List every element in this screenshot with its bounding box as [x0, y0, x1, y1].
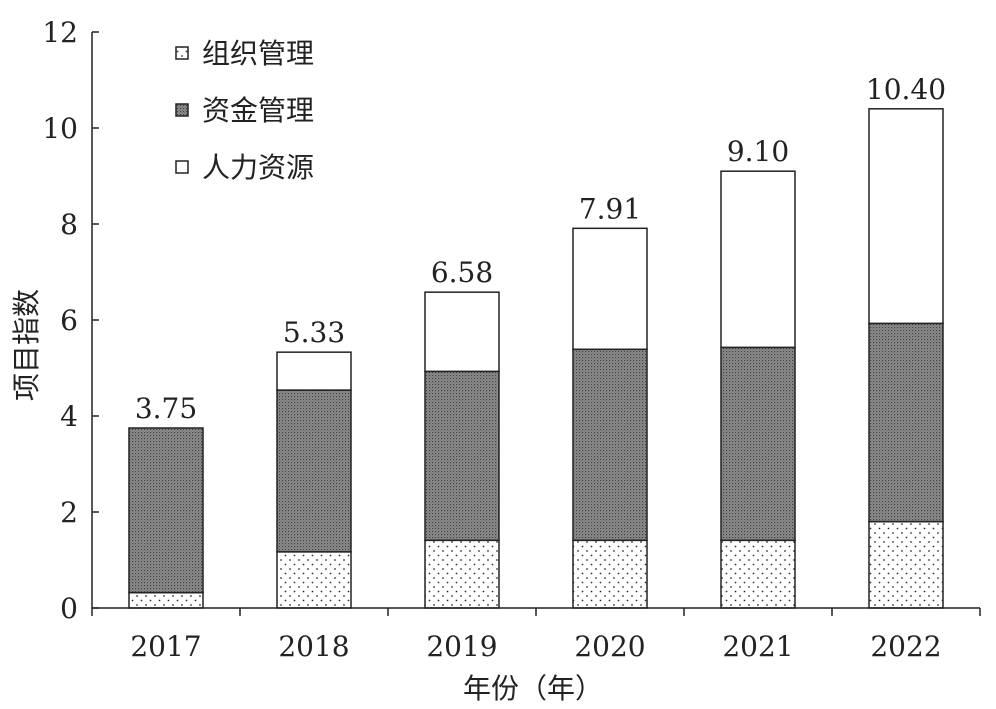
bar-segment-3 [424, 291, 500, 373]
bar-segment-2 [424, 370, 500, 542]
bar-segment-3 [276, 351, 352, 391]
bar-total-label: 9.10 [727, 135, 789, 168]
y-ticks-group: 0 2 4 6 8 10 12 [42, 16, 99, 625]
bar-segment-2 [720, 346, 796, 542]
legend-swatch [175, 160, 189, 174]
x-tick-label: 2019 [426, 630, 497, 663]
bar-segment-1 [424, 539, 500, 609]
legend-label: 人力资源 [202, 151, 314, 184]
y-tick-label: 10 [42, 112, 78, 145]
x-axis-title: 年份（年） [463, 672, 603, 705]
bar-segment-1 [128, 591, 204, 609]
bars-group [128, 108, 944, 609]
y-tick-label: 8 [60, 208, 78, 241]
bar-segment-2 [276, 389, 352, 553]
legend-swatch [175, 46, 189, 60]
bar-total-label: 10.40 [866, 73, 946, 106]
bar-segment-2 [128, 427, 204, 594]
legend-swatch [175, 103, 189, 117]
bar-total-label: 3.75 [135, 392, 197, 425]
x-ticks-group: 2017 2018 2019 2020 2021 2022 [91, 608, 981, 663]
y-tick-label: 12 [42, 16, 78, 49]
bar-total-label: 7.91 [579, 192, 641, 225]
bar-total-label: 6.58 [431, 256, 493, 289]
total-labels-group: 3.75 5.33 6.58 7.91 9.10 10.40 [135, 73, 946, 425]
x-tick-label: 2022 [870, 630, 941, 663]
bar-segment-3 [868, 108, 944, 325]
y-tick-label: 0 [60, 592, 78, 625]
bar-segment-3 [720, 170, 796, 349]
bar-segment-3 [572, 227, 648, 351]
x-tick-label: 2021 [722, 630, 793, 663]
x-tick-label: 2020 [574, 630, 645, 663]
bar-segment-1 [276, 551, 352, 609]
x-tick-label: 2017 [130, 630, 201, 663]
bar-segment-1 [868, 520, 944, 609]
bar-segment-2 [868, 322, 944, 523]
y-tick-label: 4 [60, 400, 78, 433]
bar-segment-1 [720, 539, 796, 609]
y-tick-label: 2 [60, 496, 78, 529]
bar-segment-2 [572, 348, 648, 542]
legend-label: 资金管理 [202, 94, 314, 127]
legend-label: 组织管理 [202, 37, 314, 70]
x-tick-label: 2018 [278, 630, 349, 663]
y-tick-label: 6 [60, 304, 78, 337]
y-axis-title: 项目指数 [10, 289, 43, 401]
bar-segment-1 [572, 539, 648, 609]
bar-total-label: 5.33 [283, 316, 345, 349]
